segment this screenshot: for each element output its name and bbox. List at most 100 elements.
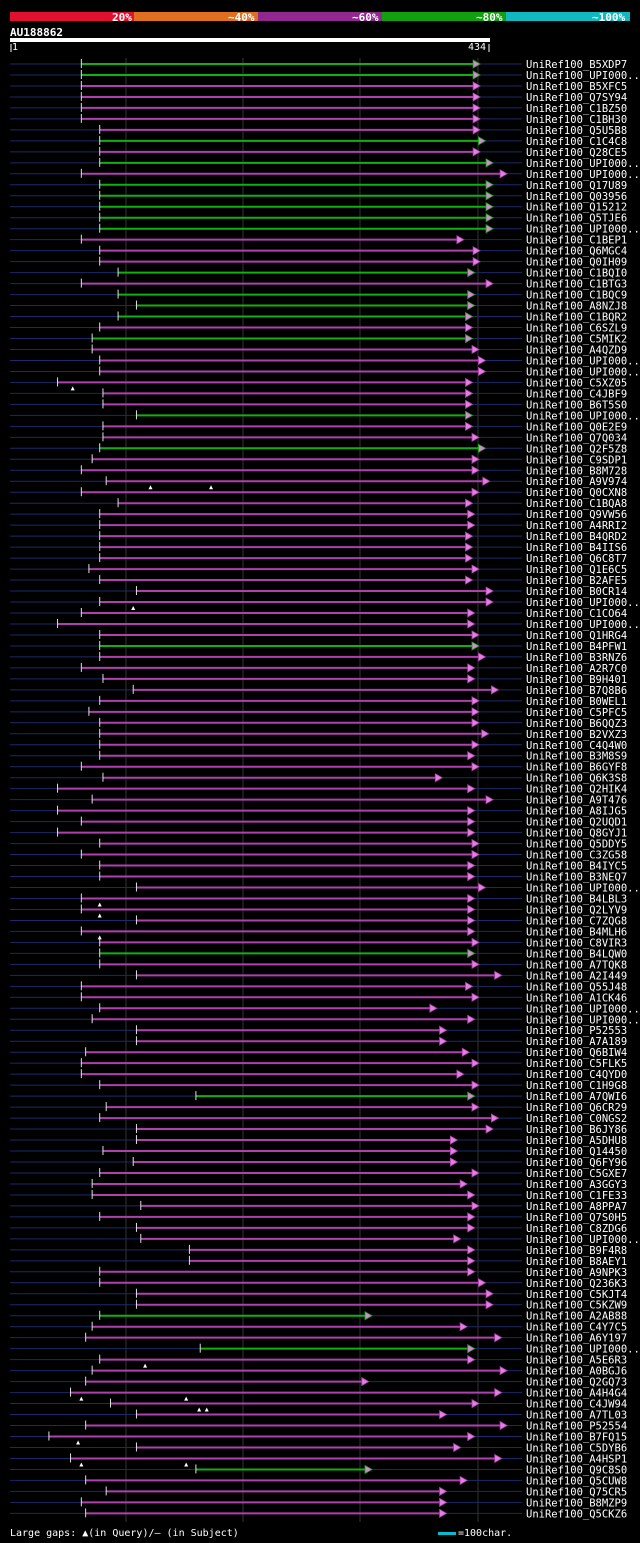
hit-row[interactable]: UniRef100_UPI000.. bbox=[10, 1233, 640, 1246]
hit-label[interactable]: UniRef100_A8PPA7 bbox=[526, 1201, 627, 1213]
hit-row[interactable]: UniRef100_A1CK46 bbox=[10, 992, 627, 1004]
hit-label[interactable]: UniRef100_A3GGY3 bbox=[526, 1179, 627, 1191]
hit-label[interactable]: UniRef100_C1BQI0 bbox=[526, 268, 627, 280]
hit-row[interactable]: UniRef100_Q7Q034 bbox=[10, 432, 627, 444]
hit-row[interactable]: UniRef100_B3RNZ6 bbox=[10, 651, 627, 664]
hit-row[interactable]: UniRef100_C6SZL9 bbox=[10, 322, 627, 335]
hit-label[interactable]: UniRef100_C8VIR3 bbox=[526, 937, 627, 949]
hit-row[interactable]: UniRef100_A2I449 bbox=[10, 970, 627, 982]
hit-row[interactable]: UniRef100_A7A189 bbox=[10, 1036, 627, 1048]
hit-row[interactable]: UniRef100_C5GXE7 bbox=[10, 1167, 627, 1180]
hit-row[interactable]: UniRef100_B4LBL3 bbox=[10, 893, 627, 907]
hit-row[interactable]: UniRef100_Q0E2E9 bbox=[10, 421, 627, 433]
hit-row[interactable]: UniRef100_UPI000.. bbox=[10, 157, 640, 170]
hit-row[interactable]: UniRef100_C4Y7C5 bbox=[10, 1321, 627, 1334]
hit-label[interactable]: UniRef100_B5XDP7 bbox=[526, 59, 627, 71]
hit-row[interactable]: UniRef100_P52554 bbox=[10, 1420, 627, 1433]
hit-label[interactable]: UniRef100_UPI000.. bbox=[526, 619, 640, 631]
hit-row[interactable]: UniRef100_C9SDP1 bbox=[10, 454, 627, 466]
hit-row[interactable]: UniRef100_Q75CR5 bbox=[10, 1486, 627, 1498]
hit-row[interactable]: UniRef100_Q0CXN8 bbox=[10, 487, 627, 499]
hit-label[interactable]: UniRef100_Q0IH09 bbox=[526, 257, 627, 269]
hit-row[interactable]: UniRef100_A9NPK3 bbox=[10, 1266, 627, 1279]
hit-row[interactable]: UniRef100_B3M8S9 bbox=[10, 750, 627, 763]
hit-row[interactable]: UniRef100_Q6K3S8 bbox=[10, 772, 627, 785]
hit-row[interactable]: UniRef100_B4IIS6 bbox=[10, 542, 627, 554]
hit-row[interactable]: UniRef100_A0BGJ6 bbox=[10, 1365, 627, 1378]
hit-label[interactable]: UniRef100_C1BTG3 bbox=[526, 279, 627, 291]
hit-row[interactable]: UniRef100_C1BQC9 bbox=[10, 289, 627, 302]
hit-row[interactable]: UniRef100_C4JW94 bbox=[10, 1398, 627, 1412]
hit-label[interactable]: UniRef100_A6Y197 bbox=[526, 1333, 627, 1345]
hit-row[interactable]: UniRef100_A2AB88 bbox=[10, 1310, 627, 1323]
hit-label[interactable]: UniRef100_Q15212 bbox=[526, 202, 627, 214]
hit-row[interactable]: UniRef100_Q03956 bbox=[10, 190, 627, 203]
hit-row[interactable]: UniRef100_A9T476 bbox=[10, 794, 627, 807]
hit-label[interactable]: UniRef100_UPI000.. bbox=[526, 1344, 640, 1356]
hit-label[interactable]: UniRef100_C1H9G8 bbox=[526, 1080, 627, 1092]
hit-label[interactable]: UniRef100_B3M8S9 bbox=[526, 751, 627, 763]
hit-row[interactable]: UniRef100_C7ZQG8 bbox=[10, 915, 627, 927]
hit-label[interactable]: UniRef100_UPI000.. bbox=[526, 1014, 640, 1026]
hit-row[interactable]: UniRef100_Q2GQ73 bbox=[10, 1376, 627, 1389]
hit-row[interactable]: UniRef100_B8M728 bbox=[10, 465, 627, 477]
hit-label[interactable]: UniRef100_B7Q8B6 bbox=[526, 685, 627, 697]
hit-label[interactable]: UniRef100_C5PFC5 bbox=[526, 707, 627, 719]
hit-row[interactable]: UniRef100_C4JBF9 bbox=[10, 388, 627, 400]
hit-row[interactable]: UniRef100_B2VXZ3 bbox=[10, 728, 627, 741]
hit-row[interactable]: UniRef100_Q7SY94 bbox=[10, 91, 627, 104]
hit-label[interactable]: UniRef100_C5XZ05 bbox=[526, 377, 627, 389]
hit-label[interactable]: UniRef100_UPI000.. bbox=[526, 1234, 640, 1246]
hit-label[interactable]: UniRef100_B4IIS6 bbox=[526, 542, 627, 554]
hit-label[interactable]: UniRef100_B2AFE5 bbox=[526, 575, 627, 587]
hit-label[interactable]: UniRef100_Q5TJE6 bbox=[526, 213, 627, 225]
hit-row[interactable]: UniRef100_B6T5S0 bbox=[10, 399, 627, 411]
hit-row[interactable]: UniRef100_C1BQA8 bbox=[10, 498, 627, 510]
hit-label[interactable]: UniRef100_B3NEQ7 bbox=[526, 872, 627, 884]
hit-row[interactable]: UniRef100_C5KZW9 bbox=[10, 1299, 627, 1312]
hit-label[interactable]: UniRef100_B9F4R8 bbox=[526, 1245, 627, 1257]
hit-row[interactable]: UniRef100_UPI000.. bbox=[10, 168, 640, 181]
hit-label[interactable]: UniRef100_C4Q4W0 bbox=[526, 740, 627, 752]
hit-row[interactable]: UniRef100_A8IJG5 bbox=[10, 805, 627, 818]
hit-row[interactable]: UniRef100_UPI000.. bbox=[10, 223, 640, 236]
hit-row[interactable]: UniRef100_Q8GYJ1 bbox=[10, 827, 627, 840]
hit-row[interactable]: UniRef100_B8MZP9 bbox=[10, 1497, 627, 1509]
hit-label[interactable]: UniRef100_UPI000.. bbox=[526, 597, 640, 609]
hit-row[interactable]: UniRef100_B6GYF8 bbox=[10, 761, 627, 774]
hit-label[interactable]: UniRef100_B4LBL3 bbox=[526, 893, 627, 905]
hit-label[interactable]: UniRef100_C1BEP1 bbox=[526, 235, 627, 247]
hit-row[interactable]: UniRef100_Q14450 bbox=[10, 1146, 627, 1158]
hit-label[interactable]: UniRef100_Q7S0H5 bbox=[526, 1212, 627, 1224]
hit-label[interactable]: UniRef100_C5KJT4 bbox=[526, 1289, 627, 1301]
hit-row[interactable]: UniRef100_Q6C8T7 bbox=[10, 553, 627, 565]
hit-label[interactable]: UniRef100_B6JY86 bbox=[526, 1124, 627, 1136]
hit-label[interactable]: UniRef100_Q2LYV9 bbox=[526, 904, 627, 916]
hit-row[interactable]: UniRef100_A4RRI2 bbox=[10, 520, 627, 532]
hit-label[interactable]: UniRef100_C3ZG58 bbox=[526, 850, 627, 862]
hit-label[interactable]: UniRef100_C7ZQG8 bbox=[526, 915, 627, 927]
hit-row[interactable]: UniRef100_A7QWI6 bbox=[10, 1091, 627, 1103]
hit-label[interactable]: UniRef100_C1FE33 bbox=[526, 1190, 627, 1202]
hit-label[interactable]: UniRef100_P52553 bbox=[526, 1025, 627, 1037]
hit-label[interactable]: UniRef100_A8IJG5 bbox=[526, 806, 627, 818]
hit-label[interactable]: UniRef100_Q7Q034 bbox=[526, 432, 627, 444]
hit-label[interactable]: UniRef100_C9SDP1 bbox=[526, 454, 627, 466]
hit-row[interactable]: UniRef100_B7FQ15 bbox=[10, 1431, 627, 1445]
hit-label[interactable]: UniRef100_C5FLK5 bbox=[526, 1058, 627, 1070]
hit-row[interactable]: UniRef100_Q5U5B8 bbox=[10, 124, 627, 137]
hit-row[interactable]: UniRef100_Q5DDY5 bbox=[10, 838, 627, 851]
hit-row[interactable]: UniRef100_B9H401 bbox=[10, 673, 627, 686]
hit-row[interactable]: UniRef100_Q55J48 bbox=[10, 981, 627, 993]
hit-label[interactable]: UniRef100_C1BQC9 bbox=[526, 290, 627, 302]
hit-label[interactable]: UniRef100_Q8GYJ1 bbox=[526, 828, 627, 840]
hit-row[interactable]: UniRef100_B0CR14 bbox=[10, 586, 627, 598]
hit-row[interactable]: UniRef100_A4H4G4 bbox=[10, 1387, 627, 1401]
hit-label[interactable]: UniRef100_C5MIK2 bbox=[526, 334, 627, 346]
hit-label[interactable]: UniRef100_UPI000.. bbox=[526, 410, 640, 422]
hit-row[interactable]: UniRef100_C5XZ05 bbox=[10, 377, 627, 391]
hit-label[interactable]: UniRef100_Q1HRG4 bbox=[526, 630, 627, 642]
hit-label[interactable]: UniRef100_UPI000.. bbox=[526, 366, 640, 378]
hit-label[interactable]: UniRef100_B0WEL1 bbox=[526, 696, 627, 708]
hit-row[interactable]: UniRef100_Q6FY96 bbox=[10, 1157, 627, 1169]
